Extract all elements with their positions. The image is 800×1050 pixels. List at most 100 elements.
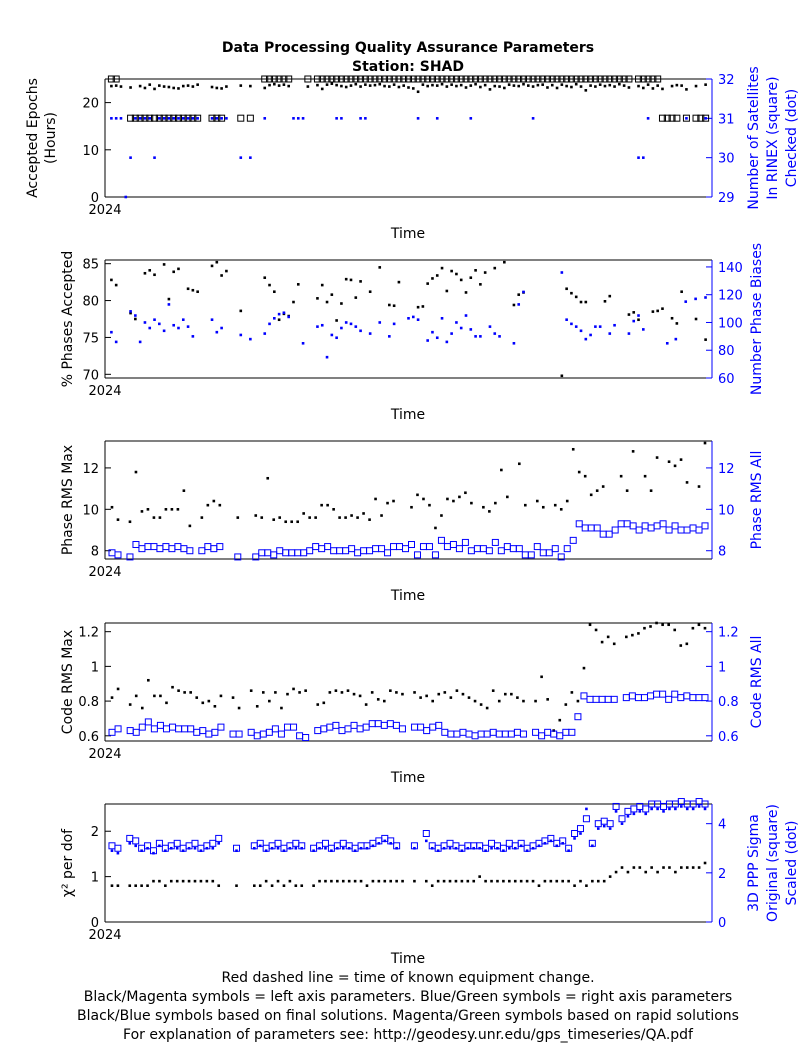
- data-point-dot: [555, 879, 559, 883]
- data-point-dot: [153, 87, 156, 91]
- data-point-dot: [353, 879, 357, 883]
- data-point-square: [647, 692, 655, 700]
- data-point-dot: [335, 83, 338, 87]
- data-point-dot: [483, 271, 487, 274]
- data-point-square: [165, 114, 173, 122]
- data-point-dot: [253, 846, 256, 850]
- data-point-dot: [249, 337, 252, 341]
- data-point-dot: [207, 699, 211, 703]
- data-point-square: [288, 549, 296, 557]
- right-y-axis-label: Phase RMS All: [749, 451, 765, 550]
- data-point-square: [628, 692, 636, 700]
- data-point-dot: [239, 156, 243, 159]
- data-point-square: [563, 545, 571, 553]
- data-point-dot: [383, 839, 387, 843]
- data-point-dot: [186, 84, 190, 87]
- data-point-square: [235, 730, 243, 738]
- data-point-dot: [546, 86, 549, 89]
- data-point-dot: [571, 447, 575, 451]
- footer-line-4: For explanation of parameters see: http:…: [123, 1027, 694, 1043]
- data-point-square: [296, 732, 304, 740]
- data-point-dot: [574, 82, 578, 86]
- data-point-square: [510, 75, 518, 83]
- data-point-dot: [217, 842, 221, 845]
- data-point-dot: [128, 703, 132, 706]
- data-point-dot: [474, 335, 477, 338]
- data-point-square: [658, 114, 666, 122]
- data-point-dot: [401, 879, 404, 883]
- data-point-square: [586, 695, 594, 703]
- data-point-dot: [650, 866, 653, 869]
- data-point-dot: [218, 503, 222, 507]
- data-point-dot: [436, 879, 440, 883]
- left-tick-label: 0.8: [78, 695, 99, 710]
- data-point-dot: [325, 83, 329, 86]
- data-point-dot: [114, 117, 118, 120]
- data-point-dot: [424, 879, 428, 883]
- data-point-square: [366, 75, 374, 83]
- data-point-square: [615, 75, 623, 83]
- data-point-square: [592, 695, 600, 703]
- data-point-dot: [608, 83, 612, 87]
- data-point-square: [409, 75, 417, 83]
- data-point-dot: [359, 846, 363, 850]
- data-point-dot: [332, 508, 335, 511]
- data-point-dot: [601, 485, 605, 488]
- data-point-square: [390, 75, 398, 83]
- data-point-square: [234, 553, 242, 561]
- data-point-dot: [191, 117, 195, 120]
- data-point-dot: [680, 290, 683, 294]
- data-point-dot: [162, 117, 166, 120]
- data-point-dot: [567, 879, 570, 883]
- data-point-dot: [282, 311, 286, 315]
- data-point-square: [591, 75, 599, 83]
- data-point-dot: [585, 807, 588, 811]
- data-point-dot: [114, 340, 118, 344]
- data-point-dot: [205, 846, 209, 850]
- data-point-dot: [608, 332, 612, 335]
- data-point-square: [553, 75, 561, 83]
- data-point-square: [180, 545, 188, 553]
- data-point-dot: [620, 822, 624, 825]
- data-point-square: [374, 720, 382, 728]
- data-point-square: [644, 75, 652, 83]
- right-tick-label: 120: [718, 289, 743, 304]
- data-point-dot: [496, 846, 499, 850]
- data-point-dot: [282, 849, 286, 853]
- data-point-dot: [469, 84, 473, 87]
- data-point-square: [198, 547, 206, 555]
- data-point-square: [419, 75, 427, 83]
- data-point-dot: [625, 489, 629, 492]
- data-point-dot: [395, 846, 398, 850]
- data-point-dot: [148, 83, 152, 86]
- data-point-dot: [368, 332, 372, 335]
- data-point-dot: [490, 879, 493, 883]
- data-point-dot: [631, 450, 635, 453]
- data-point-dot: [627, 86, 631, 89]
- data-point-dot: [527, 84, 530, 87]
- data-point-dot: [162, 329, 166, 333]
- data-point-dot: [685, 866, 689, 869]
- data-point-dot: [445, 289, 449, 293]
- data-point-square: [447, 730, 455, 738]
- data-point-dot: [584, 300, 588, 304]
- data-point-dot: [642, 328, 645, 331]
- data-point-square: [339, 839, 347, 847]
- data-point-dot: [183, 691, 186, 694]
- data-point-dot: [383, 879, 387, 883]
- data-point-square: [624, 807, 632, 815]
- data-point-dot: [591, 879, 594, 883]
- data-point-square: [571, 830, 579, 837]
- data-point-square: [419, 543, 427, 551]
- data-point-square: [519, 730, 527, 738]
- data-point-square: [132, 837, 140, 845]
- data-point-dot: [134, 317, 137, 321]
- data-point-dot: [296, 520, 299, 524]
- data-point-dot: [170, 508, 174, 511]
- data-point-dot: [255, 704, 259, 708]
- data-point-dot: [685, 117, 688, 120]
- data-point-dot: [181, 879, 185, 883]
- data-point-dot: [619, 474, 623, 478]
- data-point-dot: [550, 83, 554, 87]
- data-point-square: [352, 75, 360, 83]
